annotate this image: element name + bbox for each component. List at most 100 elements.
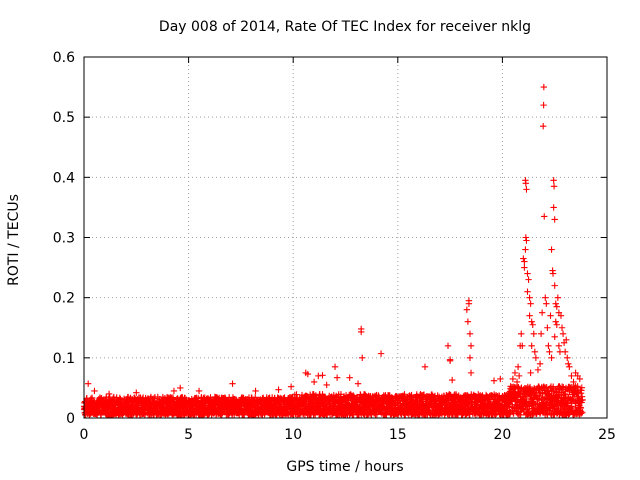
data-point bbox=[467, 342, 475, 349]
data-point bbox=[548, 354, 555, 362]
baseline-point bbox=[514, 410, 521, 417]
data-point bbox=[513, 378, 521, 386]
data-point bbox=[526, 312, 533, 319]
data-point bbox=[525, 276, 532, 283]
data-point bbox=[514, 363, 522, 371]
data-point bbox=[465, 297, 473, 304]
x-tick-label: 20 bbox=[493, 427, 511, 443]
x-tick-label: 15 bbox=[389, 427, 407, 443]
data-point bbox=[538, 309, 546, 316]
data-point bbox=[561, 348, 569, 356]
data-point bbox=[252, 387, 259, 395]
data-point bbox=[529, 321, 536, 328]
y-axis-label: ROTI / TECUs bbox=[6, 194, 22, 286]
y-tick-label: 0.6 bbox=[53, 50, 75, 66]
data-point bbox=[523, 186, 530, 193]
data-point bbox=[319, 372, 326, 379]
x-tick-label: 25 bbox=[598, 427, 616, 443]
data-point bbox=[559, 330, 567, 337]
baseline-point bbox=[558, 383, 566, 390]
data-point bbox=[553, 303, 560, 310]
x-axis-label: GPS time / hours bbox=[286, 459, 403, 475]
baseline-point bbox=[524, 406, 531, 414]
data-point bbox=[534, 366, 542, 374]
data-point bbox=[177, 384, 184, 392]
data-point bbox=[551, 333, 558, 340]
baseline-point bbox=[546, 407, 553, 414]
baseline-point bbox=[466, 411, 474, 418]
data-point bbox=[568, 372, 575, 380]
data-point bbox=[464, 318, 472, 325]
data-points bbox=[81, 83, 586, 419]
data-point bbox=[310, 378, 318, 386]
data-point bbox=[552, 318, 559, 325]
data-point bbox=[521, 264, 528, 271]
data-point bbox=[550, 183, 558, 190]
data-point bbox=[333, 374, 341, 381]
data-point bbox=[558, 324, 566, 331]
baseline-point bbox=[579, 409, 586, 416]
data-point bbox=[576, 375, 584, 383]
data-point bbox=[546, 348, 553, 356]
data-point bbox=[545, 342, 552, 349]
data-point bbox=[518, 330, 525, 337]
data-point bbox=[522, 246, 529, 253]
baseline-point bbox=[578, 384, 586, 391]
baseline-point bbox=[574, 383, 581, 390]
data-point bbox=[467, 369, 475, 377]
grid-layer bbox=[84, 57, 607, 418]
baseline-point bbox=[141, 410, 149, 418]
data-point bbox=[287, 383, 295, 390]
baseline-point bbox=[577, 408, 585, 415]
baseline-point bbox=[553, 403, 560, 410]
data-point bbox=[527, 369, 534, 377]
data-point bbox=[540, 83, 548, 91]
data-point bbox=[552, 300, 559, 307]
data-point bbox=[170, 387, 178, 395]
data-point bbox=[532, 354, 540, 362]
baseline-point bbox=[579, 396, 586, 404]
data-point bbox=[377, 350, 385, 357]
data-point bbox=[521, 258, 528, 265]
data-point bbox=[528, 318, 535, 325]
data-point bbox=[539, 122, 547, 130]
x-tick-label: 10 bbox=[284, 427, 302, 443]
data-point bbox=[553, 321, 560, 328]
data-point bbox=[519, 342, 526, 349]
data-point bbox=[543, 300, 550, 307]
data-point bbox=[544, 324, 551, 331]
data-point bbox=[490, 377, 498, 384]
baseline-point bbox=[529, 411, 536, 419]
data-point bbox=[554, 294, 562, 301]
x-tick-label: 5 bbox=[184, 427, 193, 443]
data-point bbox=[357, 328, 365, 336]
data-point bbox=[524, 270, 531, 277]
data-point bbox=[448, 376, 456, 384]
data-point bbox=[84, 380, 92, 387]
data-point bbox=[540, 101, 547, 109]
baseline-point bbox=[401, 391, 408, 398]
data-point bbox=[565, 360, 572, 368]
data-point bbox=[550, 177, 557, 184]
data-point bbox=[555, 342, 563, 349]
data-point bbox=[466, 354, 474, 362]
baseline-point bbox=[568, 405, 576, 413]
data-point bbox=[550, 204, 557, 211]
data-point bbox=[359, 354, 366, 362]
data-point bbox=[541, 213, 548, 220]
data-point bbox=[229, 380, 236, 387]
data-point bbox=[91, 387, 98, 395]
data-point bbox=[446, 357, 454, 365]
data-point bbox=[315, 372, 322, 380]
y-tick-label: 0 bbox=[66, 411, 75, 427]
y-tick-label: 0.2 bbox=[53, 291, 75, 307]
data-point bbox=[354, 380, 362, 387]
data-point bbox=[511, 369, 519, 377]
y-tick-label: 0.3 bbox=[53, 231, 75, 247]
data-point bbox=[563, 336, 570, 343]
data-point bbox=[466, 330, 474, 337]
data-point bbox=[497, 375, 504, 383]
plot-frame bbox=[83, 56, 608, 419]
x-tick-label: 0 bbox=[80, 427, 89, 443]
